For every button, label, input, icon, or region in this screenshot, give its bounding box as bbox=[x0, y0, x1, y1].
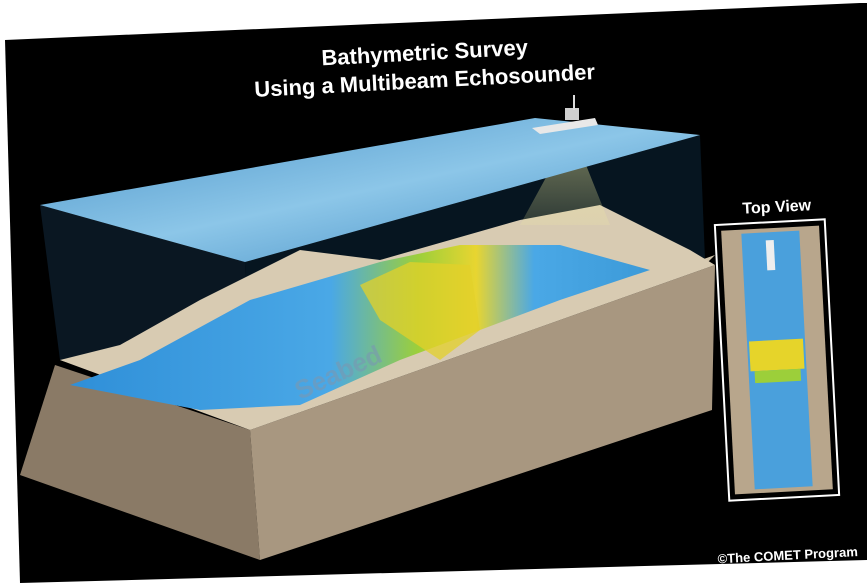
copyright: ©The COMET Program bbox=[717, 544, 858, 566]
water-surface bbox=[40, 118, 700, 262]
surveyed-swath bbox=[70, 245, 650, 410]
sonar-beam bbox=[520, 130, 610, 225]
top-view-label: Top View bbox=[742, 197, 812, 218]
ridge bbox=[360, 262, 480, 360]
top-view-inset bbox=[713, 218, 841, 502]
seabed-front bbox=[20, 365, 260, 560]
ship bbox=[532, 95, 598, 134]
seabed-side bbox=[250, 265, 715, 560]
